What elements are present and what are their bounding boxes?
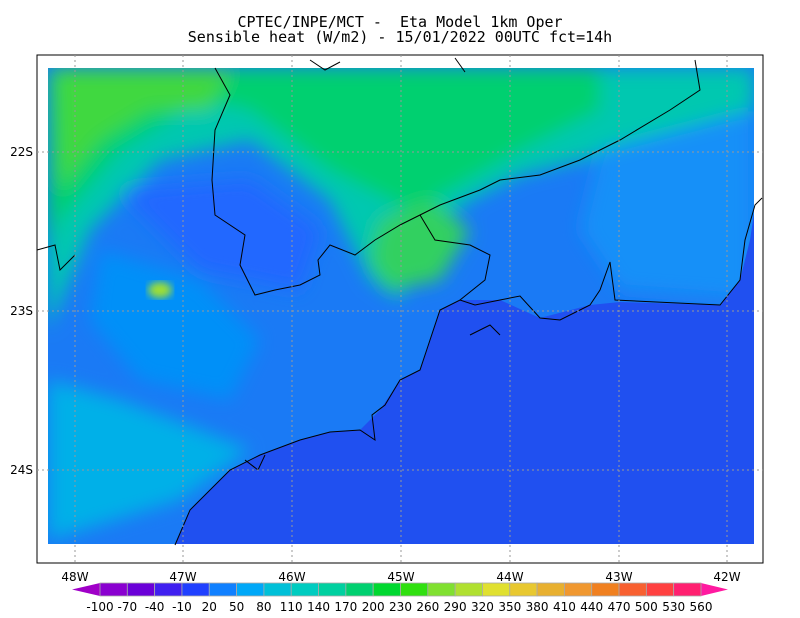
colorbar-level-label: 440: [580, 600, 603, 614]
gridlines: [37, 55, 763, 563]
colorbar-swatch: [236, 582, 265, 597]
colorbar-level-label: -100: [86, 600, 113, 614]
colorbar-swatch: [154, 582, 183, 597]
colorbar-level-label: 560: [690, 600, 713, 614]
colorbar-level-label: 500: [635, 600, 658, 614]
colorbar-swatch: [591, 582, 620, 597]
colorbar-swatch: [645, 582, 675, 597]
colorbar-level-label: 470: [608, 600, 631, 614]
colorbar-swatch: [400, 582, 429, 597]
colorbar-level-label: 290: [444, 600, 467, 614]
colorbar-swatch: [509, 582, 538, 597]
colorbar-swatch: [181, 582, 210, 597]
lon-label: 42W: [713, 570, 740, 584]
colorbar-level-label: -10: [172, 600, 192, 614]
colorbar-level-label: 350: [498, 600, 521, 614]
lon-label: 45W: [387, 570, 414, 584]
colorbar-swatch: [290, 582, 319, 597]
colorbar-level-label: 110: [280, 600, 303, 614]
colorbar-over-triangle: [701, 583, 728, 596]
colorbar-level-label: -70: [118, 600, 138, 614]
colorbar-level-label: 320: [471, 600, 494, 614]
colorbar-swatch: [618, 582, 647, 597]
colorbar-level-label: 200: [362, 600, 385, 614]
title-line-1: CPTEC/INPE/MCT - Eta Model 1km Oper: [237, 13, 563, 31]
coastline-and-borders: [36, 57, 763, 546]
colorbar-level-label: 170: [334, 600, 357, 614]
colorbar-swatch: [126, 582, 156, 597]
colorbar-swatch: [318, 582, 347, 597]
colorbar-swatch: [564, 582, 593, 597]
colorbar-swatch: [427, 582, 456, 597]
colorbar-under-triangle: [72, 583, 100, 596]
colorbar-swatch: [372, 582, 401, 597]
ocean-region: [175, 213, 754, 544]
colorbar-swatch: [99, 582, 128, 597]
lat-label: 24S: [10, 463, 33, 477]
lat-label: 22S: [10, 145, 33, 159]
colorbar-level-label: 140: [307, 600, 330, 614]
lon-label: 44W: [496, 570, 523, 584]
lon-label: 47W: [169, 570, 196, 584]
colorbar-level-label: 410: [553, 600, 576, 614]
lon-label: 46W: [278, 570, 305, 584]
colorbar-swatch: [345, 582, 374, 597]
lon-label: 43W: [605, 570, 632, 584]
lat-label: 23S: [10, 304, 33, 318]
colorbar-swatch: [482, 582, 511, 597]
colorbar-level-label: 260: [416, 600, 439, 614]
lon-label: 48W: [61, 570, 88, 584]
title-line-2: Sensible heat (W/m2) - 15/01/2022 00UTC …: [187, 28, 613, 46]
colorbar-swatch: [536, 582, 565, 597]
colorbar-level-label: 80: [256, 600, 271, 614]
colorbar-swatch: [454, 582, 483, 597]
colorbar-level-label: 530: [662, 600, 685, 614]
colorbar: -100 -70 -40 -10 20 50 80 110 140 170 200 230 260 290…: [72, 582, 728, 614]
colorbar-swatch: [673, 582, 702, 597]
colorbar-level-label: -40: [145, 600, 165, 614]
sensible-heat-field: [48, 68, 754, 544]
colorbar-level-label: 20: [202, 600, 217, 614]
colorbar-level-label: 380: [526, 600, 549, 614]
colorbar-level-label: 50: [229, 600, 244, 614]
colorbar-swatch: [208, 582, 237, 597]
colorbar-swatch: [263, 582, 292, 597]
colorbar-level-label: 230: [389, 600, 412, 614]
